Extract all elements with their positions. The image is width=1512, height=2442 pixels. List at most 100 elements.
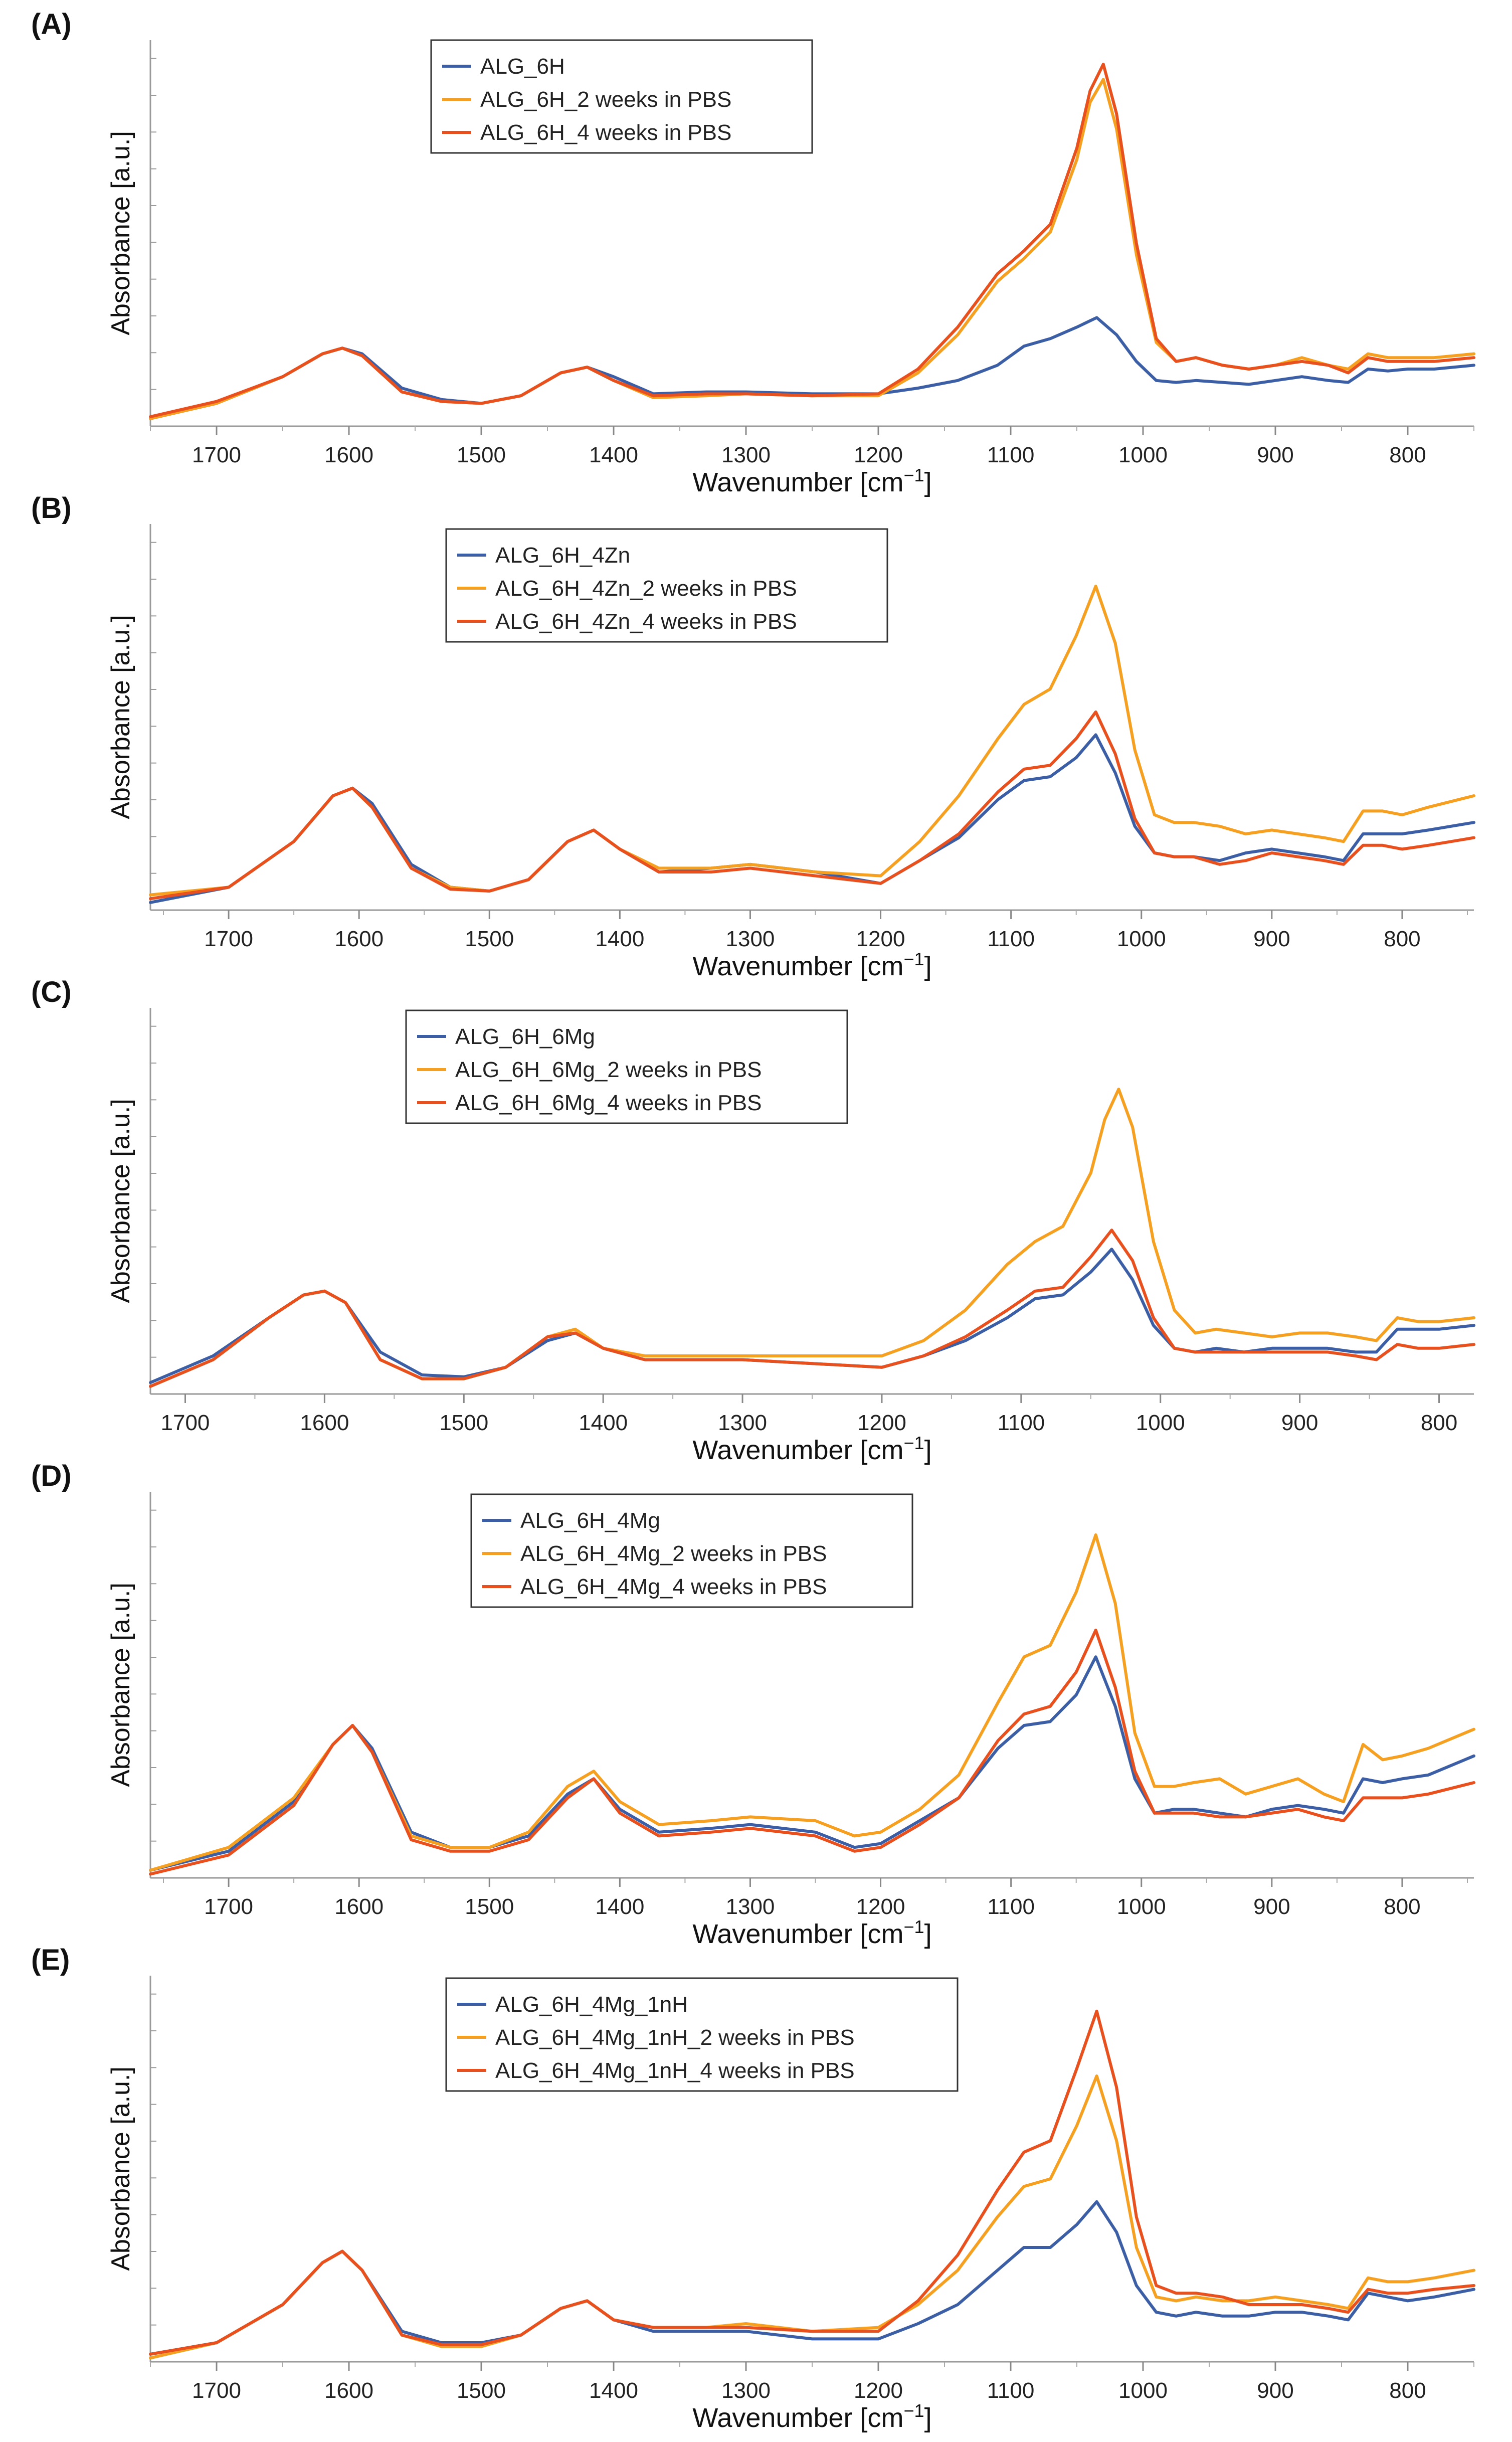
x-tick-label: 1700	[161, 1411, 210, 1435]
x-tick-label: 1400	[595, 1894, 644, 1919]
x-tick-label: 1300	[721, 2378, 771, 2403]
x-tick-label: 800	[1421, 1411, 1457, 1435]
legend-entry: ALG_6H_4Zn_2 weeks in PBS	[495, 576, 797, 601]
series-line-2	[149, 1088, 1475, 1388]
series-line-2	[149, 1533, 1475, 1872]
x-tick-label: 1200	[856, 927, 905, 951]
x-tick-label: 1400	[579, 1411, 628, 1435]
legend-entry: ALG_6H_4Mg_1nH	[495, 1992, 688, 2017]
panel-a: (A) 1700 1600 1500 1400 1300 1200 1100 1000 900 80…	[31, 8, 1475, 498]
x-tick-label: 1100	[987, 1894, 1035, 1919]
legend-entry: ALG_6H_4Mg_4 weeks in PBS	[520, 1575, 827, 1599]
x-tick-label: 1200	[857, 1411, 906, 1435]
series-line-1	[149, 1248, 1475, 1384]
x-tick-label: 1700	[204, 1894, 253, 1919]
series-line-3	[149, 63, 1475, 418]
legend-box	[405, 1009, 848, 1124]
legend-entry: ALG_6H_4 weeks in PBS	[480, 120, 731, 145]
series-line-3	[149, 1229, 1475, 1388]
x-tick-label: 1400	[589, 2378, 638, 2403]
x-tick-label: 900	[1257, 443, 1293, 467]
x-axis-label: Wavenumber [cm−1]	[692, 1433, 931, 1466]
panel-label: (E)	[31, 1944, 70, 1976]
x-tick-label: 1000	[1136, 1411, 1185, 1435]
x-tick-label: 1400	[589, 443, 638, 467]
x-tick-label: 1600	[324, 443, 373, 467]
x-axis-label: Wavenumber [cm−1]	[692, 465, 931, 498]
legend-box	[445, 1977, 959, 2092]
panel-d: (D) 1700 1600 1500 1400 1300 1200 1100 1000 900 80…	[31, 1460, 1475, 1949]
x-tick-label: 1300	[726, 927, 775, 951]
x-tick-label: 1500	[465, 927, 514, 951]
x-tick-label: 1500	[457, 443, 506, 467]
x-tick-label: 1200	[854, 2378, 903, 2403]
panel-label: (A)	[31, 8, 72, 41]
x-tick-label: 1000	[1117, 927, 1166, 951]
x-tick-label: 1700	[192, 2378, 241, 2403]
legend-entry: ALG_6H_6Mg_2 weeks in PBS	[455, 1058, 762, 1082]
x-tick-label: 800	[1389, 443, 1426, 467]
legend-entry: ALG_6H_4Zn	[495, 543, 630, 568]
legend-entry: ALG_6H_4Mg_2 weeks in PBS	[520, 1541, 827, 1566]
series-line-1	[149, 316, 1475, 420]
legend-entry: ALG_6H_4Zn_4 weeks in PBS	[495, 609, 797, 634]
legend-entry: ALG_6H_6Mg	[455, 1024, 595, 1049]
x-tick-label: 1700	[192, 443, 241, 467]
panel-label: (C)	[31, 976, 72, 1008]
legend-entry: ALG_6H_4Mg	[520, 1508, 660, 1533]
legend-entry: ALG_6H_6Mg_4 weeks in PBS	[455, 1091, 762, 1115]
x-tick-label: 1200	[856, 1894, 905, 1919]
panel-e: (E) 1700 1600 1500 1400 1300 1200 1100 1000 900 80…	[31, 1944, 1475, 2433]
x-tick-label: 1300	[721, 443, 771, 467]
x-tick-label: 1000	[1118, 2378, 1168, 2403]
panel-b: (B) 1700 1600 1500 1400 1300 1200 1100 1000 900 80…	[31, 492, 1475, 982]
series-line-1	[149, 1655, 1475, 1872]
x-tick-label: 1600	[334, 1894, 384, 1919]
y-axis-label: Absorbance [a.u.]	[106, 131, 135, 335]
x-tick-label: 1600	[334, 927, 384, 951]
legend-entry: ALG_6H_2 weeks in PBS	[480, 87, 731, 112]
x-tick-label: 1500	[439, 1411, 488, 1435]
legend-box	[470, 1493, 913, 1608]
x-tick-label: 1500	[457, 2378, 506, 2403]
x-tick-label: 1300	[718, 1411, 767, 1435]
x-tick-label: 1000	[1117, 1894, 1166, 1919]
panel-label: (B)	[31, 492, 72, 525]
panel-c: (C) 1700 1600 1500 1400 1300 1200 1100 1000 900 80…	[31, 976, 1475, 1466]
panel-label: (D)	[31, 1460, 72, 1492]
legend-entry: ALG_6H_4Mg_1nH_4 weeks in PBS	[495, 2058, 855, 2083]
legend-box	[430, 39, 813, 154]
x-tick-label: 800	[1384, 1894, 1420, 1919]
x-axis-label: Wavenumber [cm−1]	[692, 949, 931, 982]
series-line-2	[149, 2074, 1475, 2360]
x-tick-label: 1000	[1118, 443, 1168, 467]
series-line-3	[149, 2009, 1475, 2356]
x-tick-label: 1600	[324, 2378, 373, 2403]
x-tick-label: 900	[1281, 1411, 1318, 1435]
x-tick-label: 900	[1253, 927, 1290, 951]
series-line-1	[149, 2200, 1475, 2356]
x-tick-label: 1600	[300, 1411, 349, 1435]
x-tick-label: 1100	[998, 1411, 1045, 1435]
x-tick-label: 1500	[465, 1894, 514, 1919]
series-line-3	[149, 710, 1475, 901]
x-tick-label: 1200	[854, 443, 903, 467]
x-tick-label: 1100	[987, 443, 1035, 467]
x-tick-label: 1100	[987, 927, 1035, 951]
legend-box	[445, 528, 888, 643]
x-tick-label: 1400	[595, 927, 644, 951]
series-line-1	[149, 733, 1475, 904]
y-axis-label: Absorbance [a.u.]	[106, 615, 135, 819]
x-tick-label: 800	[1384, 927, 1420, 951]
y-axis-label: Absorbance [a.u.]	[106, 2066, 135, 2271]
x-tick-label: 1300	[726, 1894, 775, 1919]
y-axis-label: Absorbance [a.u.]	[106, 1099, 135, 1303]
x-tick-label: 1100	[987, 2378, 1035, 2403]
y-axis-label: Absorbance [a.u.]	[106, 1583, 135, 1787]
x-tick-label: 1700	[204, 927, 253, 951]
x-tick-label: 800	[1389, 2378, 1426, 2403]
legend-entry: ALG_6H_4Mg_1nH_2 weeks in PBS	[495, 2025, 855, 2050]
x-axis-label: Wavenumber [cm−1]	[692, 2400, 931, 2433]
x-tick-label: 900	[1253, 1894, 1290, 1919]
